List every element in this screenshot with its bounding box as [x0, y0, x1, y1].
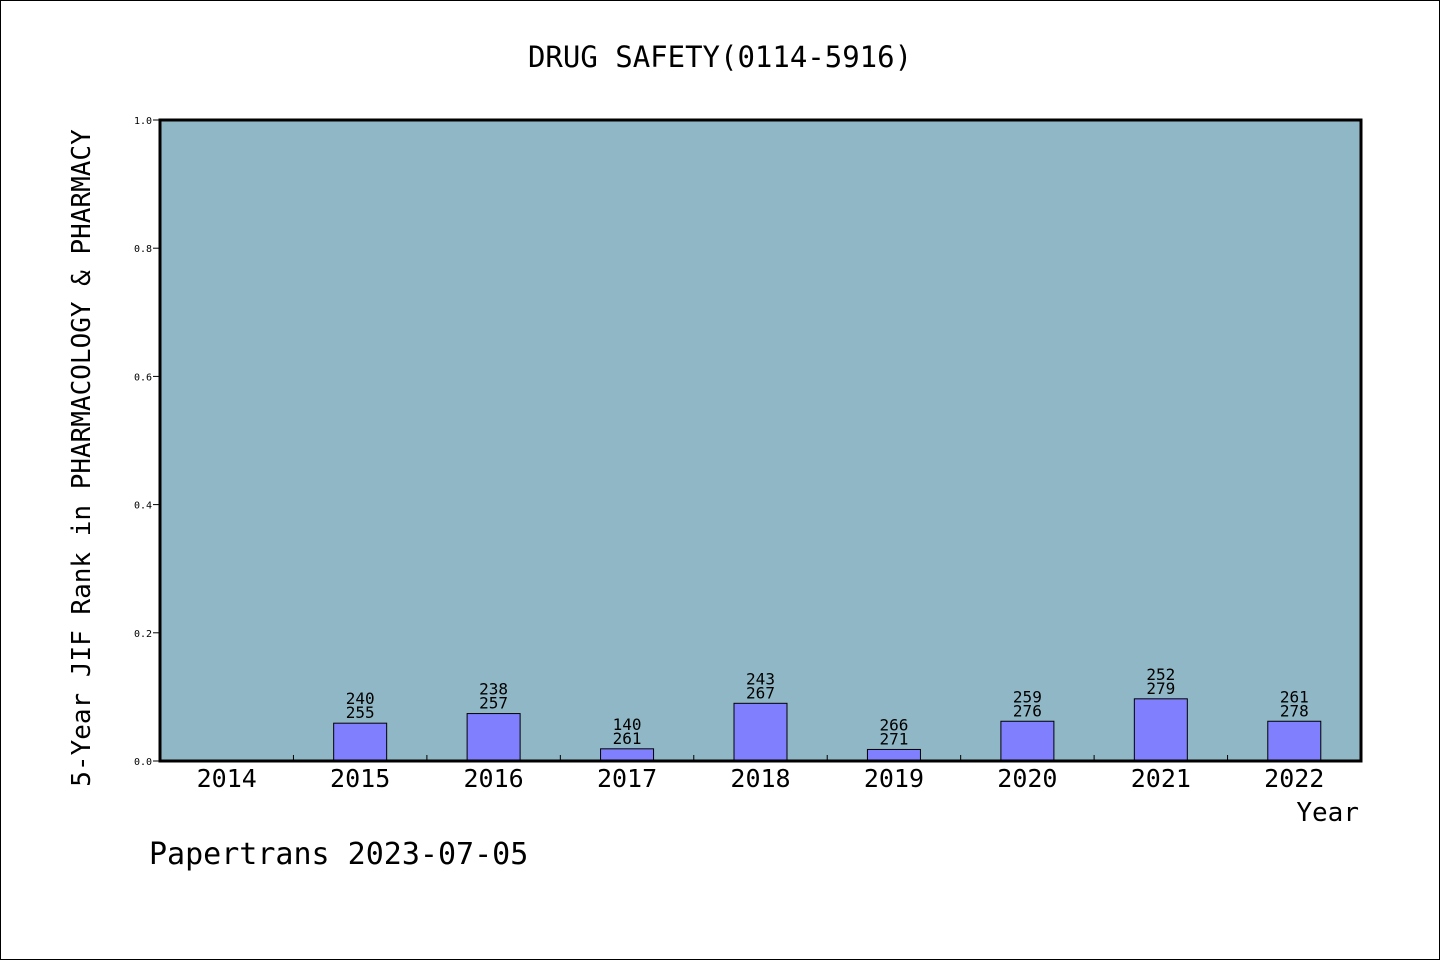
chart-title: DRUG SAFETY(0114-5916)	[528, 40, 912, 74]
x-axis-ticks: 2014 2015 2016 2017 2018 2019 2020 2021 2022	[197, 755, 1324, 793]
y-tick-label: 0.6	[134, 372, 152, 383]
bar-rank-label: 238	[479, 680, 508, 699]
bar-total-label: 276	[1013, 701, 1042, 720]
x-tick-label: 2014	[197, 764, 257, 793]
bar-rank-label: 240	[346, 689, 375, 708]
bar-rank-label: 259	[1013, 687, 1042, 706]
bar	[733, 702, 788, 762]
y-axis-label: 5-Year JIF Rank in PHARMACOLOGY & PHARMA…	[67, 129, 97, 787]
bar	[466, 713, 521, 762]
x-tick-label: 2019	[864, 764, 924, 793]
y-tick-label: 0.4	[134, 501, 152, 512]
bar-rank-label: 140	[613, 715, 642, 734]
bar-total-label: 255	[346, 703, 375, 722]
x-tick-label: 2020	[997, 764, 1057, 793]
bar	[1267, 720, 1322, 762]
bar-rank-label: 266	[879, 715, 908, 734]
plot-frame	[158, 118, 1363, 763]
y-tick-label: 1.0	[134, 116, 152, 127]
y-tick-label: 0.2	[134, 629, 152, 640]
plot-area	[160, 120, 1361, 761]
bar-rank-label: 261	[1280, 687, 1309, 706]
bar-total-label: 279	[1146, 679, 1175, 698]
bar	[866, 748, 921, 762]
bar-total-label: 278	[1280, 701, 1309, 720]
x-tick-label: 2021	[1131, 764, 1191, 793]
bar	[1000, 720, 1055, 762]
bar-total-label: 261	[613, 729, 642, 748]
x-axis-label: Year	[1296, 798, 1359, 828]
bar	[600, 748, 655, 762]
x-tick-label: 2017	[597, 764, 657, 793]
bar-rank-label: 243	[746, 669, 775, 688]
bar	[1133, 698, 1188, 762]
x-tick-label: 2018	[730, 764, 790, 793]
y-tick-label: 0.8	[134, 244, 152, 255]
bar	[333, 722, 388, 762]
bar-total-label: 271	[879, 729, 908, 748]
bar-total-label: 257	[479, 694, 508, 713]
footer-text: Papertrans 2023-07-05	[149, 837, 528, 872]
bar-rank-label: 252	[1146, 665, 1175, 684]
y-tick-label: 0.0	[134, 757, 152, 768]
bar-total-label: 267	[746, 683, 775, 702]
bar-labels-group: 2402552382571402612432672662712592762522…	[346, 665, 1309, 749]
y-axis-ticks: 0.0 0.2 0.4 0.6 0.8 1.0	[134, 116, 160, 768]
x-tick-label: 2015	[330, 764, 390, 793]
x-tick-label: 2016	[464, 764, 524, 793]
bars-group	[333, 698, 1322, 762]
x-tick-label: 2022	[1264, 764, 1324, 793]
